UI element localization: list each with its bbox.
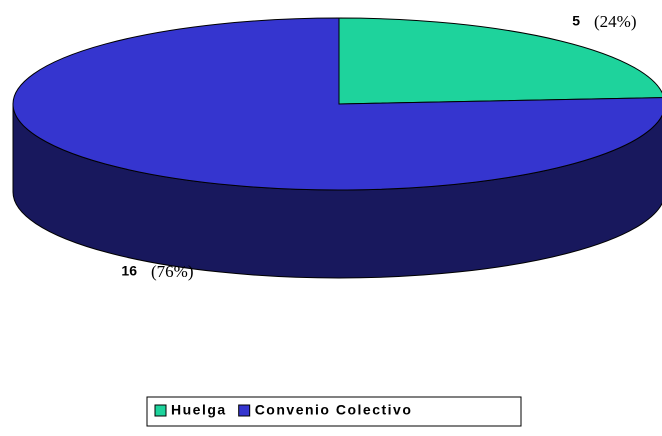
pie-slice: [12, 17, 662, 191]
legend-swatch: [238, 404, 251, 417]
data-label: 16: [121, 263, 137, 279]
legend-label: Convenio Colectivo: [255, 402, 413, 418]
percent-label: (76%): [151, 262, 193, 281]
legend-swatch: [154, 404, 167, 417]
pie-slice: [338, 17, 662, 105]
percent-label: (24%): [594, 12, 636, 31]
legend-label: Huelga: [171, 402, 227, 418]
legend-box: [146, 396, 522, 427]
data-label: 5: [572, 13, 580, 29]
